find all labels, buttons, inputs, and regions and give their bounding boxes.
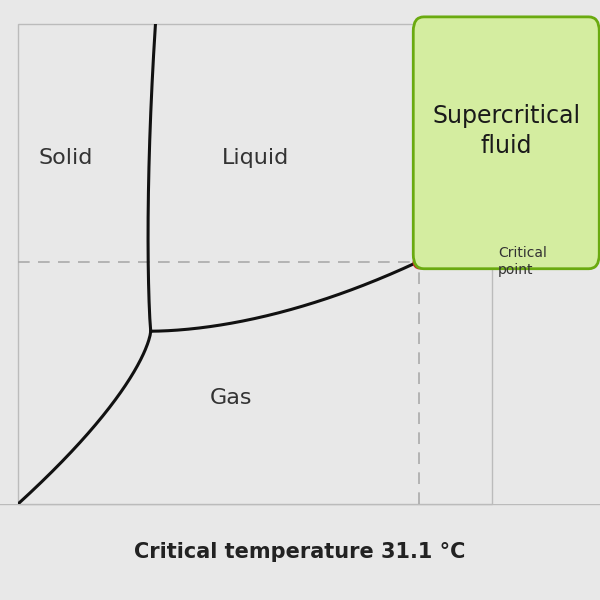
Text: Critical
point: Critical point — [498, 246, 547, 277]
Text: Solid: Solid — [38, 148, 92, 169]
Text: Liquid: Liquid — [221, 148, 289, 169]
Text: Critical temperature 31.1 °C: Critical temperature 31.1 °C — [134, 542, 466, 562]
FancyBboxPatch shape — [413, 17, 599, 269]
Text: Supercritical
fluid: Supercritical fluid — [432, 104, 580, 158]
Text: Gas: Gas — [210, 388, 253, 409]
